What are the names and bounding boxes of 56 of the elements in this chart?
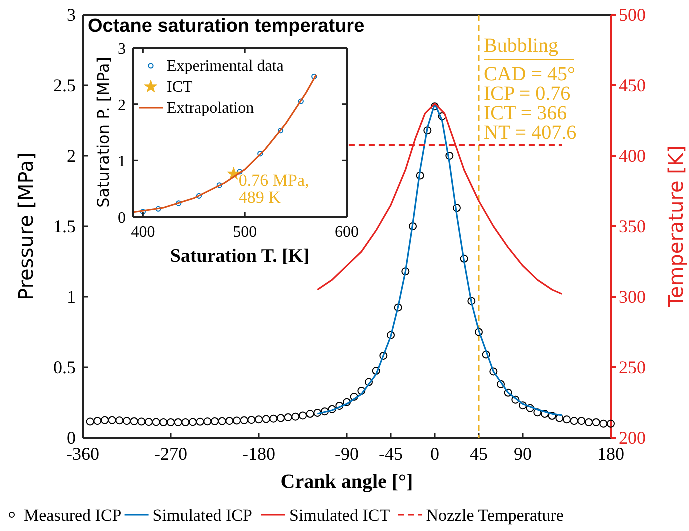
annotation: CAD = 45° xyxy=(484,64,576,86)
x-tick-label: 600 xyxy=(335,224,359,241)
point xyxy=(196,193,202,199)
legend-label: Extrapolation xyxy=(167,100,254,117)
y2-tick-label: 450 xyxy=(619,76,646,96)
x-tick-label: -90 xyxy=(335,444,359,464)
y-tick-label: 2.5 xyxy=(54,76,76,96)
x-tick-label: 0 xyxy=(430,444,440,464)
point xyxy=(176,200,182,206)
y-tick-label: 3 xyxy=(67,5,76,25)
legend-label: Measured ICP xyxy=(24,506,122,525)
y-axis-title: Pressure [MPa] xyxy=(14,152,38,301)
y-tick-label: 2 xyxy=(67,146,76,166)
chart-title: Octane saturation temperature xyxy=(88,16,365,37)
y2-tick-label: 350 xyxy=(619,216,646,236)
legend-label: Simulated ICP xyxy=(152,506,252,525)
point xyxy=(140,209,146,215)
point xyxy=(298,98,304,104)
legend-label: ICT xyxy=(167,79,193,96)
y2-axis-title: Temperature [K] xyxy=(664,146,688,308)
x-tick-label: -180 xyxy=(242,444,276,464)
x-tick-label: -270 xyxy=(154,444,188,464)
legend-label: Experimental data xyxy=(167,58,284,75)
x-tick-label: 500 xyxy=(233,224,258,241)
y2-tick-label: 300 xyxy=(619,287,646,307)
y2-tick-label: 500 xyxy=(619,5,646,25)
annotation: ICP = 0.76 xyxy=(484,83,571,105)
y-tick-label: 1 xyxy=(67,287,76,307)
point xyxy=(278,128,284,134)
point xyxy=(216,182,222,188)
legend-label: Simulated ICT xyxy=(290,506,391,525)
annotation: Bubbling xyxy=(484,35,558,57)
point xyxy=(237,169,243,175)
y-tick-label: 3 xyxy=(118,41,126,58)
annotation: NT = 407.6 xyxy=(484,122,577,144)
line-series xyxy=(132,74,318,214)
point xyxy=(312,74,318,80)
y-tick-label: 0 xyxy=(118,210,126,227)
x-tick-label: 90 xyxy=(514,444,532,464)
point xyxy=(156,206,162,212)
y2-tick-label: 400 xyxy=(619,146,646,166)
y-tick-label: 1.5 xyxy=(54,216,76,236)
x-axis-title: Crank angle [°] xyxy=(280,471,414,493)
y-tick-label: 1 xyxy=(118,154,126,171)
x-tick-label: -45 xyxy=(379,444,403,464)
x-tick-label: 400 xyxy=(131,224,156,241)
annotation: 0.76 MPa, 489 K xyxy=(238,171,310,208)
x-axis-title: Saturation T. [K] xyxy=(170,246,310,267)
x-tick-label: 45 xyxy=(470,444,488,464)
point xyxy=(258,151,264,157)
y-tick-label: 2 xyxy=(118,97,126,114)
legend-label: Nozzle Temperature xyxy=(426,506,564,525)
annotation: ICT = 366 xyxy=(484,102,568,124)
y-axis-title: Saturation P. [MPa] xyxy=(94,57,113,208)
y-tick-label: 0.5 xyxy=(54,358,76,378)
y2-tick-label: 250 xyxy=(619,358,646,378)
